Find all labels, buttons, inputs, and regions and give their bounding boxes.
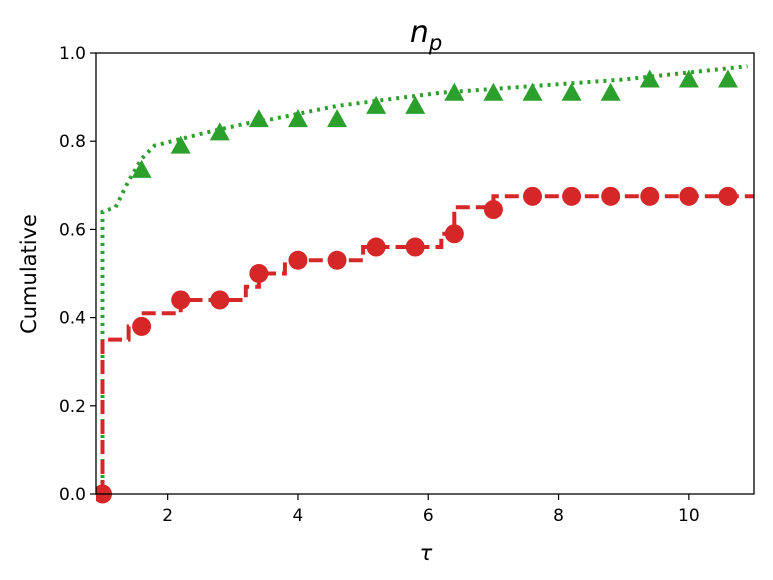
series-1-point xyxy=(601,186,621,206)
series-0-point xyxy=(248,109,269,128)
x-tick-label: 6 xyxy=(423,506,434,526)
series-0-point xyxy=(483,82,504,101)
y-tick-label: 0.0 xyxy=(59,485,86,505)
chart-title-main: n xyxy=(410,15,429,50)
series-0-point xyxy=(366,95,387,114)
x-tick-label: 4 xyxy=(293,506,304,526)
series-0-point xyxy=(444,82,465,101)
y-tick-label: 1.0 xyxy=(59,44,86,64)
series-1-point xyxy=(288,250,308,270)
series-0-point xyxy=(405,95,426,114)
y-tick-label: 0.2 xyxy=(59,397,86,417)
series-1-point xyxy=(679,186,699,206)
x-axis-label: τ xyxy=(420,541,433,565)
y-tick-label: 0.8 xyxy=(59,132,86,152)
series-1-point xyxy=(444,224,464,244)
ticks-layer: 2 4 6 8 10 0.0 0.2 0.4 0.6 0.8 1.0 xyxy=(59,44,700,526)
series-0-point xyxy=(678,69,699,88)
series-1-point xyxy=(249,264,269,283)
series-0-point xyxy=(131,159,152,178)
series-0-point xyxy=(327,109,348,128)
series-0-point xyxy=(717,69,738,88)
y-tick-label: 0.4 xyxy=(59,309,86,329)
series-1-group xyxy=(96,186,754,504)
x-tick-label: 10 xyxy=(678,506,700,526)
series-1-point xyxy=(405,237,425,257)
series-0-point xyxy=(522,82,543,101)
series-0-line xyxy=(100,64,748,494)
series-1-point xyxy=(366,237,386,257)
chart-title-subscript: p xyxy=(428,31,442,55)
series-layer xyxy=(96,64,754,504)
series-1-point xyxy=(132,316,152,336)
x-tick-label: 2 xyxy=(162,506,173,526)
y-tick-label: 0.6 xyxy=(59,220,86,240)
series-0-group xyxy=(100,64,748,494)
series-0-point xyxy=(209,122,230,141)
series-0-point xyxy=(639,69,660,88)
y-axis-label: Cumulative xyxy=(17,214,41,334)
series-0-point xyxy=(561,82,582,101)
chart-title: np xyxy=(410,15,442,55)
series-1-line xyxy=(100,194,754,494)
series-1-point xyxy=(483,200,503,220)
series-0-point xyxy=(287,109,308,128)
series-0-point xyxy=(600,82,621,101)
series-1-point xyxy=(718,186,738,206)
series-1-point xyxy=(640,186,660,206)
x-tick-label: 8 xyxy=(553,506,564,526)
series-0-point xyxy=(170,135,191,154)
series-1-point xyxy=(171,290,191,310)
plot-frame xyxy=(95,52,755,495)
series-1-point xyxy=(327,250,347,270)
series-1-point xyxy=(562,186,582,206)
series-1-point xyxy=(210,290,230,310)
series-1-point xyxy=(522,186,542,206)
